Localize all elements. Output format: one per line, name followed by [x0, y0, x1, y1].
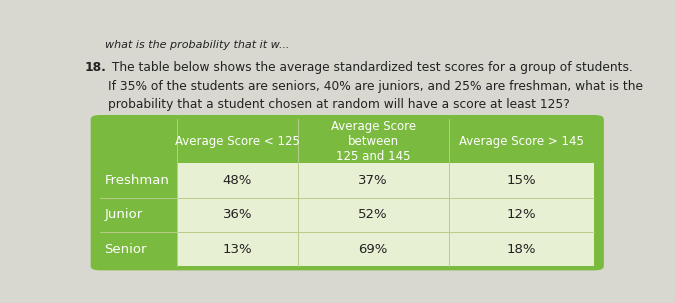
- Text: 52%: 52%: [358, 208, 388, 221]
- Text: 18.: 18.: [84, 61, 106, 74]
- Text: Average Score < 125: Average Score < 125: [175, 135, 300, 148]
- Text: If 35% of the students are seniors, 40% are juniors, and 25% are freshman, what : If 35% of the students are seniors, 40% …: [108, 79, 643, 92]
- Text: 13%: 13%: [223, 242, 252, 255]
- Text: 36%: 36%: [223, 208, 252, 221]
- Text: 69%: 69%: [358, 242, 388, 255]
- Text: Average Score > 145: Average Score > 145: [459, 135, 584, 148]
- FancyBboxPatch shape: [90, 115, 604, 270]
- Text: 48%: 48%: [223, 174, 252, 187]
- Text: what is the probability that it w...: what is the probability that it w...: [105, 40, 290, 50]
- Text: 12%: 12%: [507, 208, 537, 221]
- Text: 15%: 15%: [507, 174, 537, 187]
- Bar: [298, 198, 449, 232]
- Bar: [177, 163, 298, 198]
- Bar: [449, 232, 595, 266]
- Text: The table below shows the average standardized test scores for a group of studen: The table below shows the average standa…: [108, 61, 632, 74]
- Bar: [177, 198, 298, 232]
- Bar: [177, 232, 298, 266]
- Text: probability that a student chosen at random will have a score at least 125?: probability that a student chosen at ran…: [108, 98, 570, 111]
- Text: Senior: Senior: [104, 242, 146, 255]
- Bar: [298, 163, 449, 198]
- Text: Average Score
between
125 and 145: Average Score between 125 and 145: [331, 120, 416, 163]
- Text: Freshman: Freshman: [104, 174, 169, 187]
- Text: 37%: 37%: [358, 174, 388, 187]
- Bar: [449, 163, 595, 198]
- Bar: [449, 198, 595, 232]
- Text: 18%: 18%: [507, 242, 536, 255]
- Text: Junior: Junior: [104, 208, 142, 221]
- Bar: [298, 232, 449, 266]
